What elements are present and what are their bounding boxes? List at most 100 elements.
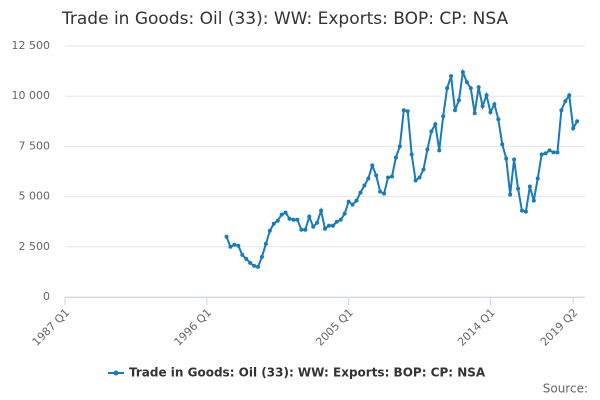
point [445,86,450,91]
point [350,202,355,207]
y-tick-label: 5 000 [19,190,51,203]
point [449,74,454,79]
point [527,184,532,189]
point [338,217,343,222]
point [358,190,363,195]
point [413,178,418,183]
x-tick-label: 1987 Q1 [30,306,73,349]
point [397,144,402,149]
point [263,241,268,246]
point [421,167,426,172]
point [425,147,430,152]
point [295,217,300,222]
point [393,155,398,160]
point [563,99,568,104]
point [267,228,272,233]
point [555,150,560,155]
point [492,102,497,107]
point [512,157,517,162]
point [405,109,410,114]
point [323,226,327,231]
point [362,183,367,188]
point [287,216,292,221]
x-tick-label: 2014 Q1 [455,306,498,349]
point [547,148,552,153]
point [252,263,257,268]
point [291,217,296,222]
point [575,119,580,124]
point [389,174,394,179]
y-tick-label: 7 500 [19,139,51,152]
point [240,252,245,257]
point [464,80,469,85]
point [228,244,233,249]
point [460,70,465,75]
point [500,142,505,147]
point [476,85,481,90]
chart-title: Trade in Goods: Oil (33): WW: Exports: B… [61,9,508,29]
point [271,221,276,226]
source: Source: [543,382,588,396]
point [248,260,253,265]
point [496,117,501,122]
point [543,151,548,156]
point [342,211,347,216]
point [275,218,280,223]
y-tick-label: 2 500 [19,240,51,253]
point [244,256,249,261]
point [441,114,446,119]
point [319,208,324,213]
point [571,126,576,131]
point [311,224,316,229]
point [303,227,308,232]
point [299,227,304,232]
point [539,152,544,157]
point [366,176,371,181]
point [232,242,237,247]
point [330,223,335,228]
point [567,93,572,98]
point [386,175,391,180]
x-tick-label: 2019 Q2 [538,306,581,349]
point [256,264,261,269]
y-tick-label: 0 [43,290,50,303]
point [516,186,521,191]
point [307,214,312,219]
point [488,110,493,115]
point [559,108,564,113]
point [531,198,536,203]
y-tick-label: 12 500 [12,39,51,52]
point [535,176,540,181]
point [354,198,359,203]
point [433,122,438,127]
legend-label: Trade in Goods: Oil (33): WW: Exports: B… [129,366,486,380]
series-line [225,68,578,269]
point [437,148,442,153]
point [456,98,461,103]
y-tick-label: 10 000 [12,89,51,102]
point [519,208,524,213]
point [453,108,457,113]
point [401,108,406,113]
point [374,173,379,178]
point [472,111,477,116]
point [236,243,241,248]
point [417,175,422,180]
x-tick-label: 2005 Q1 [313,306,356,349]
x-tick-label: 1996 Q1 [172,306,215,349]
point [259,254,264,259]
point [504,156,509,161]
point [378,189,383,194]
point [224,234,229,239]
point [315,220,320,225]
legend-marker [113,370,119,376]
point [370,163,375,168]
point [382,191,387,196]
point [283,210,288,215]
point [480,104,485,109]
point [523,209,528,214]
point [346,199,351,204]
point [468,86,473,91]
point [279,212,284,217]
